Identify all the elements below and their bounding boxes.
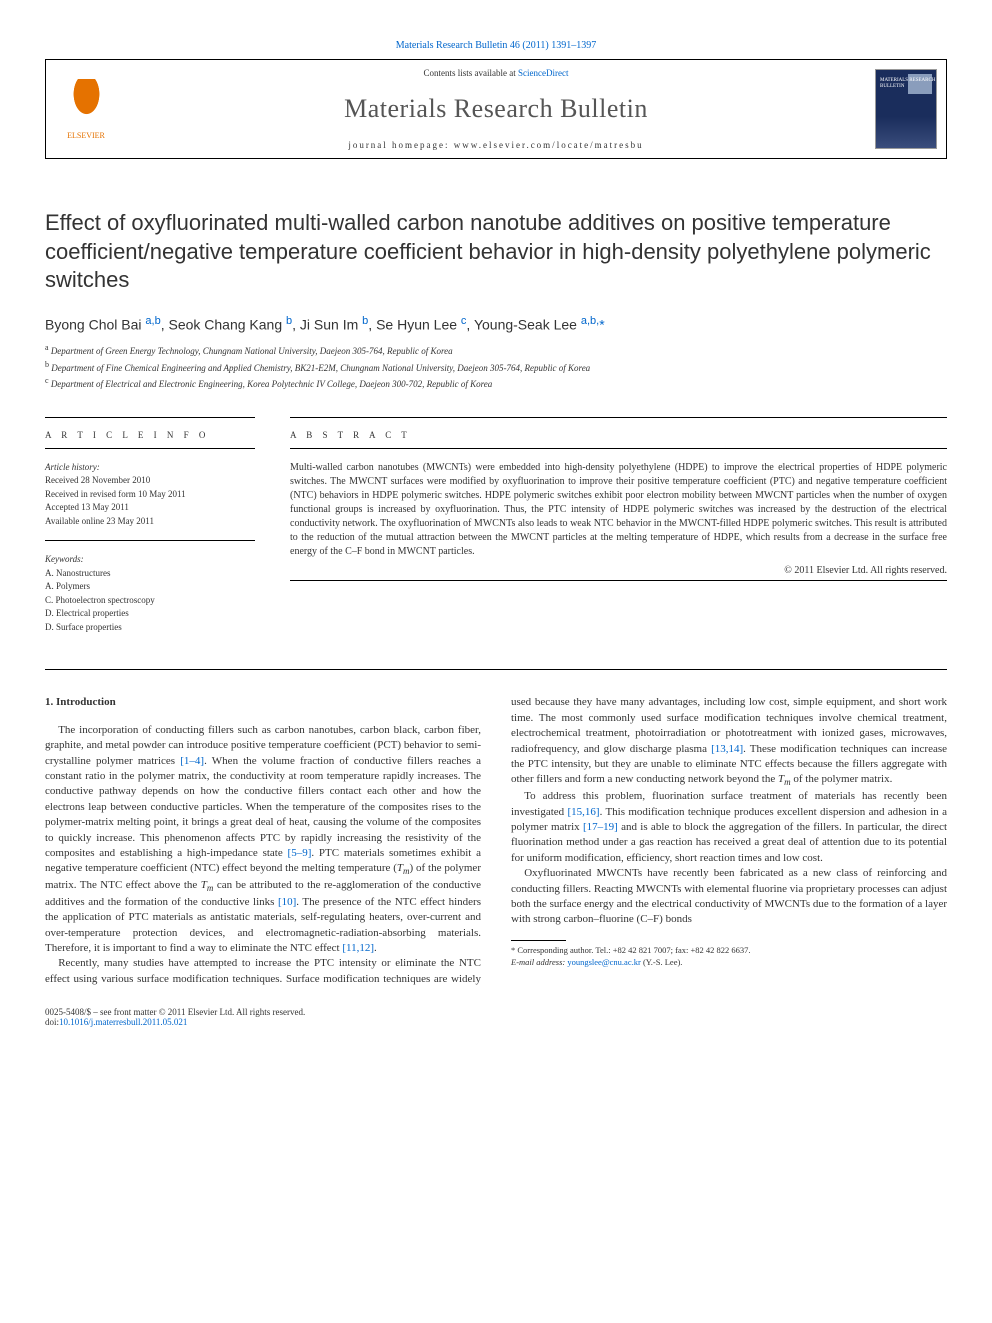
page-footer: 0025-5408/$ – see front matter © 2011 El…: [45, 1007, 947, 1027]
keyword-line: D. Electrical properties: [45, 607, 255, 621]
email-footnote: E-mail address: youngslee@cnu.ac.kr (Y.-…: [511, 957, 947, 969]
contents-prefix: Contents lists available at: [424, 68, 518, 78]
sciencedirect-link[interactable]: ScienceDirect: [518, 68, 568, 78]
footer-left: 0025-5408/$ – see front matter © 2011 El…: [45, 1007, 305, 1027]
article-history: Article history: Received 28 November 20…: [45, 461, 255, 529]
body-paragraph: Oxyfluorinated MWCNTs have recently been…: [511, 866, 947, 928]
front-matter-line: 0025-5408/$ – see front matter © 2011 El…: [45, 1007, 305, 1017]
journal-reference: Materials Research Bulletin 46 (2011) 13…: [45, 40, 947, 51]
keywords-block: Keywords: A. NanostructuresA. PolymersC.…: [45, 553, 255, 634]
keyword-line: A. Polymers: [45, 580, 255, 594]
elsevier-tree-icon: [64, 79, 109, 129]
history-label: Article history:: [45, 461, 255, 475]
citation-link[interactable]: [15,16]: [567, 806, 599, 818]
affiliations: a Department of Green Energy Technology,…: [45, 342, 947, 392]
cover-thumbnail-area: MATERIALS RESEARCH BULLETIN: [866, 60, 946, 158]
keywords-label: Keywords:: [45, 553, 255, 567]
article-body: 1. Introduction The incorporation of con…: [45, 695, 947, 987]
author-list: Byong Chol Bai a,b, Seok Chang Kang b, J…: [45, 315, 947, 333]
history-line: Received 28 November 2010: [45, 474, 255, 488]
journal-homepage: journal homepage: www.elsevier.com/locat…: [348, 140, 643, 150]
publisher-name: ELSEVIER: [67, 131, 105, 140]
citation-link[interactable]: [11,12]: [342, 942, 374, 954]
email-suffix: (Y.-S. Lee).: [641, 957, 683, 967]
body-paragraph: The incorporation of conducting fillers …: [45, 723, 481, 957]
abstract-text: Multi-walled carbon nanotubes (MWCNTs) w…: [290, 461, 947, 559]
rule: [290, 580, 947, 581]
doi-link[interactable]: 10.1016/j.materresbull.2011.05.021: [59, 1017, 187, 1027]
article-info-column: A R T I C L E I N F O Article history: R…: [45, 417, 255, 635]
footnote-separator: [511, 940, 566, 941]
citation-link[interactable]: [1–4]: [180, 755, 204, 767]
citation-link[interactable]: [5–9]: [288, 847, 312, 859]
article-info-heading: A R T I C L E I N F O: [45, 430, 255, 440]
history-line: Received in revised form 10 May 2011: [45, 488, 255, 502]
citation-link[interactable]: [17–19]: [583, 821, 618, 833]
rule: [45, 540, 255, 541]
citation-link[interactable]: [10]: [278, 896, 296, 908]
keyword-line: C. Photoelectron spectroscopy: [45, 594, 255, 608]
abstract-copyright: © 2011 Elsevier Ltd. All rights reserved…: [290, 565, 947, 576]
citation-link[interactable]: [13,14]: [711, 743, 743, 755]
rule: [290, 448, 947, 449]
article-title: Effect of oxyfluorinated multi-walled ca…: [45, 209, 947, 295]
rule: [290, 417, 947, 418]
rule: [45, 448, 255, 449]
history-line: Available online 23 May 2011: [45, 515, 255, 529]
journal-reference-link[interactable]: Materials Research Bulletin 46 (2011) 13…: [396, 40, 596, 51]
cover-label: MATERIALS RESEARCH BULLETIN: [880, 78, 936, 89]
journal-header: ELSEVIER Contents lists available at Sci…: [45, 59, 947, 159]
keyword-line: A. Nanostructures: [45, 567, 255, 581]
publisher-logo-area: ELSEVIER: [46, 60, 126, 158]
corresponding-author-footnote: * Corresponding author. Tel.: +82 42 821…: [511, 945, 947, 957]
journal-cover-icon: MATERIALS RESEARCH BULLETIN: [875, 69, 937, 149]
contents-line: Contents lists available at ScienceDirec…: [424, 68, 569, 78]
abstract-column: A B S T R A C T Multi-walled carbon nano…: [290, 417, 947, 635]
doi-line: doi:10.1016/j.materresbull.2011.05.021: [45, 1017, 305, 1027]
abstract-heading: A B S T R A C T: [290, 430, 947, 440]
intro-heading: 1. Introduction: [45, 695, 481, 710]
header-center: Contents lists available at ScienceDirec…: [126, 60, 866, 158]
body-paragraph: To address this problem, fluorination su…: [511, 789, 947, 866]
email-label: E-mail address:: [511, 957, 567, 967]
author-email-link[interactable]: youngslee@cnu.ac.kr: [567, 957, 640, 967]
rule: [45, 417, 255, 418]
keyword-line: D. Surface properties: [45, 621, 255, 635]
journal-title: Materials Research Bulletin: [344, 94, 648, 124]
body-rule: [45, 669, 947, 670]
history-line: Accepted 13 May 2011: [45, 501, 255, 515]
